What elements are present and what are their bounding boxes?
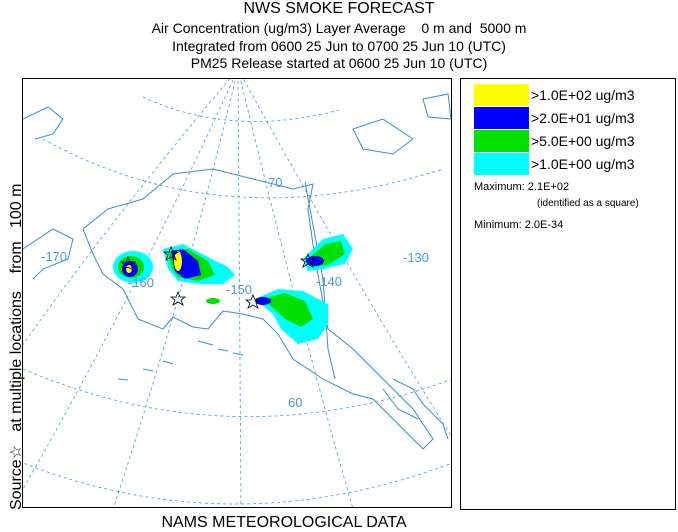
plume-small-green [206,298,220,304]
aleutian-chain [117,340,244,381]
legend-label: >5.0E+00 ug/m3 [531,133,635,149]
minimum-value: Minimum: 2.0E-34 [474,219,564,231]
legend-item-level1: >1.0E+00 ug/m3 [474,153,674,175]
lat-arc-50 [23,462,451,505]
plume-central [163,244,235,284]
plume-east-blue [255,297,271,305]
plume-interior-blue [306,256,324,266]
plume-east-green [263,293,313,327]
lon-label-130: -130 [403,250,429,265]
alaska-coast [82,168,434,450]
lat-label-60: 60 [288,395,302,410]
legend-swatch-cyan [474,153,529,175]
legend-swatch-yellow [474,84,529,106]
meridian-180 [23,79,231,346]
coastlines [23,93,451,450]
source-star [119,255,137,271]
graticule-labels: -170 -160 -150 -140 -130 70 60 [41,175,429,410]
subtitle-integration-period: Integrated from 0600 25 Jun to 0700 25 J… [172,38,506,54]
meridian-150 [237,79,242,507]
smoke-map: -170 -160 -150 -140 -130 70 60 [23,79,451,507]
legend-item-level2: >5.0E+00 ug/m3 [474,130,674,152]
legend-label: >2.0E+01 ug/m3 [531,110,635,126]
source-star [169,290,187,306]
lat-label-70: 70 [268,175,282,190]
legend-swatch-blue [474,107,529,129]
panhandle [382,378,449,440]
chart-title: NWS SMOKE FORECAST [243,0,435,17]
lon-label-170: -170 [41,249,67,264]
legend-label: >1.0E+00 ug/m3 [531,156,635,172]
source-star [244,293,262,309]
source-star [299,252,317,268]
plume-interior [303,234,353,271]
plume-west [113,251,153,283]
lat-arc-70 [42,138,444,199]
map-panel: -170 -160 -150 -140 -130 70 60 [22,78,452,508]
source-star [162,245,180,261]
maximum-note: (identified as a square) [537,198,639,209]
meridian-160 [113,79,237,507]
maximum-value: Maximum: 2.1E+02 [474,181,570,193]
legend-item-level3: >2.0E+01 ug/m3 [474,107,674,129]
legend-panel: >1.0E+02 ug/m3 >2.0E+01 ug/m3 >5.0E+00 u… [460,78,676,510]
lon-label-150: -150 [226,282,252,297]
legend-item-level4: >1.0E+02 ug/m3 [474,84,674,106]
graticule [23,79,451,507]
arctic-islands [352,93,451,155]
lat-arc-60 [23,368,451,418]
legend-swatch-green [474,130,529,152]
chukotka-coast [23,106,64,140]
plume-central-yellow [174,251,182,271]
source-stars [119,245,317,309]
subtitle-release-time: PM25 Release started at 0600 25 Jun 10 (… [190,55,488,71]
lat-arc-80 [142,96,344,122]
lon-label-160: -160 [128,275,154,290]
footer-met-data: NAMS METEOROLOGICAL DATA [161,514,407,531]
subtitle-concentration: Air Concentration (ug/m3) Layer Average … [151,20,527,36]
lon-label-140: -140 [316,274,342,289]
plume-east [206,289,328,344]
western-coast [23,228,74,280]
legend-label: >1.0E+02 ug/m3 [531,87,635,103]
